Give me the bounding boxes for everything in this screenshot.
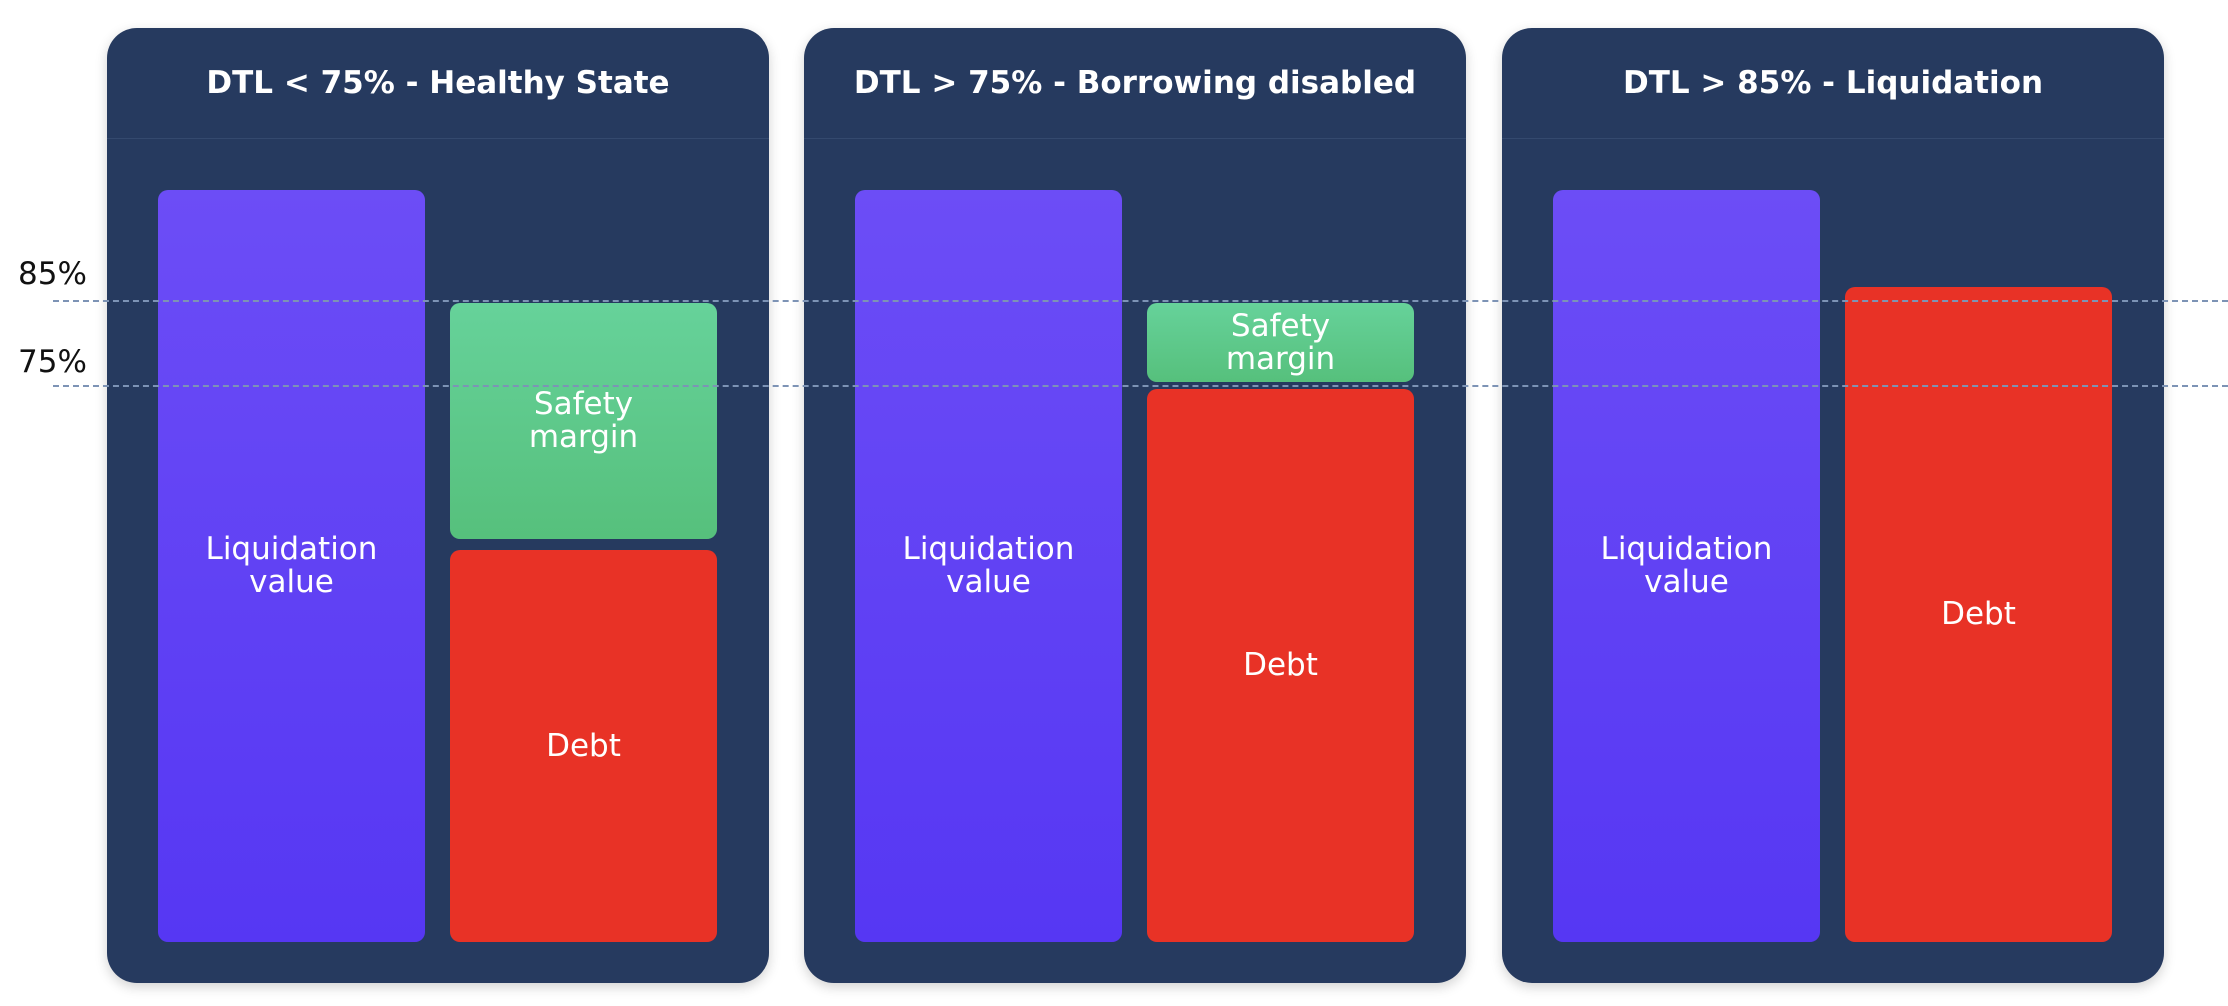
liquidation-bar: Liquidation value [1553,190,1820,942]
panel-title: DTL > 85% - Liquidation [1502,28,2164,139]
debt-bar: Debt [1845,287,2112,942]
panel: DTL < 75% - Healthy State Liquidation val… [107,28,769,983]
liquidation-bar: Liquidation value [855,190,1122,942]
threshold-line [53,385,2228,387]
safety-bar: Safety margin [450,303,717,539]
panel: DTL > 85% - Liquidation Liquidation value… [1502,28,2164,983]
panel-title: DTL < 75% - Healthy State [107,28,769,139]
threshold-label: 75% [18,344,87,380]
panel: DTL > 75% - Borrowing disabled Liquidatio… [804,28,1466,983]
threshold-line [53,300,2228,302]
liquidation-bar: Liquidation value [158,190,425,942]
threshold-label: 85% [18,256,87,292]
safety-bar: Safety margin [1147,303,1414,382]
debt-bar: Debt [450,550,717,942]
debt-bar: Debt [1147,389,1414,942]
panel-title: DTL > 75% - Borrowing disabled [804,28,1466,139]
